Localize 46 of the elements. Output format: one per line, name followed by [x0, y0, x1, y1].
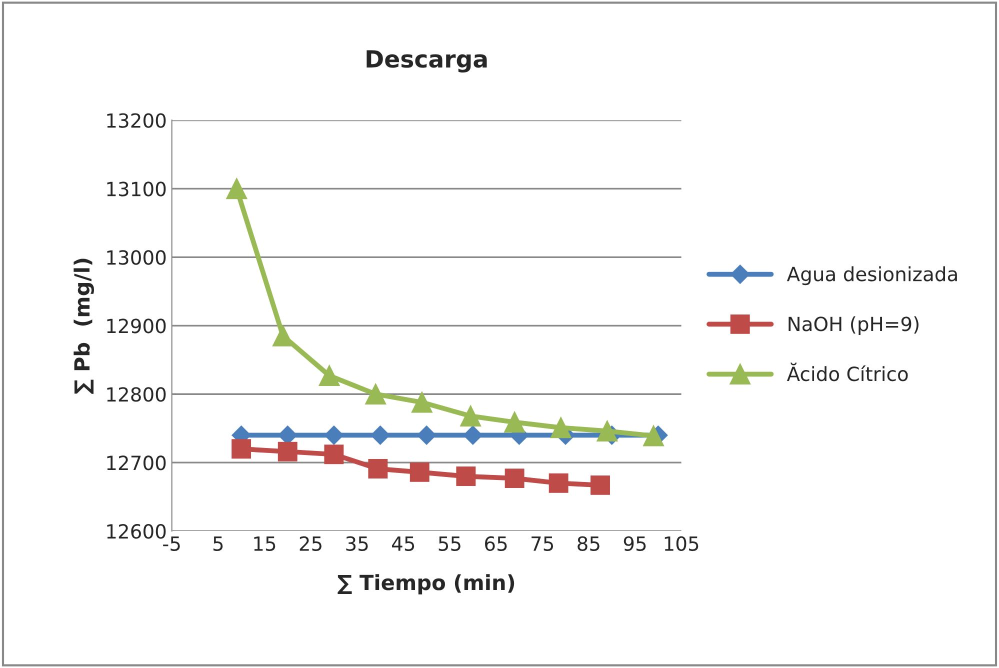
- x-tick-label: -5: [163, 536, 180, 551]
- point: [548, 473, 568, 493]
- y-tick-label: 12900: [107, 318, 166, 334]
- point: [370, 426, 390, 445]
- y-tick-label: 13200: [107, 113, 166, 128]
- point: [278, 442, 298, 462]
- x-tick-label: 75: [532, 536, 554, 551]
- legend-label: Agua desionizada: [786, 266, 957, 286]
- point: [365, 384, 386, 405]
- x-tick-label: 105: [664, 536, 698, 551]
- point: [504, 468, 524, 488]
- x-tick-label: 85: [578, 536, 600, 551]
- point: [226, 178, 248, 200]
- point: [550, 417, 572, 438]
- x-tick-label: 65: [485, 536, 507, 551]
- x-tick-label: 15: [254, 536, 276, 551]
- y-tick-label: 12800: [107, 387, 166, 402]
- point: [504, 412, 525, 433]
- point: [368, 459, 388, 478]
- x-axis-title: ∑ Tiempo (min): [338, 574, 514, 594]
- point: [324, 444, 344, 464]
- legend-label: Ăcido Cítrico: [786, 362, 908, 382]
- x-tick-label: 25: [300, 536, 322, 551]
- x-tick-label: 35: [346, 536, 368, 551]
- y-tick-label: 13000: [107, 250, 166, 265]
- chart-title: Descarga: [366, 50, 487, 73]
- x-tick-label: 5: [213, 536, 223, 551]
- point: [590, 475, 610, 495]
- y-axis-title: ∑ Pb (mg/l): [74, 258, 94, 394]
- point: [318, 365, 340, 386]
- legend-label: NaOH (pH=9): [788, 316, 918, 336]
- point: [463, 426, 482, 445]
- y-tick-label: 12700: [107, 456, 166, 470]
- point: [643, 425, 664, 446]
- point: [596, 420, 618, 442]
- point: [410, 462, 430, 482]
- point: [232, 439, 252, 459]
- x-tick-label: 55: [438, 536, 460, 551]
- x-tick-label: 95: [624, 536, 646, 551]
- point: [456, 466, 476, 486]
- point: [272, 326, 294, 346]
- y-tick-label: 13100: [107, 182, 166, 196]
- point: [412, 392, 432, 413]
- y-tick-label: 12600: [107, 524, 166, 539]
- x-tick-label: 45: [392, 536, 414, 551]
- point: [460, 406, 481, 426]
